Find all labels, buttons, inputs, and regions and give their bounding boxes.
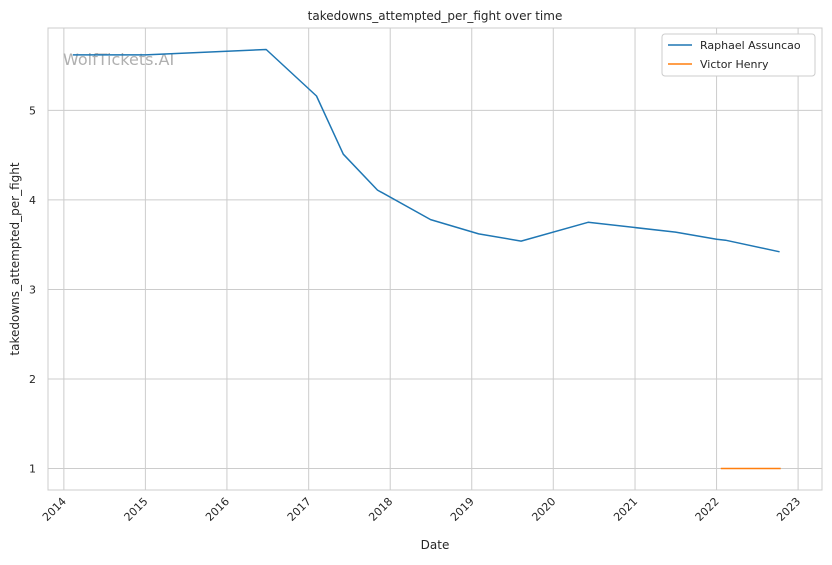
- y-axis-ticks: 1 2 3 4 5: [29, 104, 36, 475]
- series-layer: [72, 48, 781, 470]
- y-tick-label: 2: [29, 373, 36, 386]
- series-line-raphael-assuncao: [72, 48, 780, 253]
- legend: Raphael Assuncao Victor Henry: [661, 33, 816, 77]
- y-tick-label: 5: [29, 104, 36, 117]
- chart-title: takedowns_attempted_per_fight over time: [308, 9, 563, 23]
- x-axis-label: Date: [421, 538, 450, 552]
- legend-label-raphael-assuncao: Raphael Assuncao: [700, 39, 801, 52]
- watermark: WolfTickets.AI: [63, 50, 174, 69]
- y-tick-label: 3: [29, 283, 36, 296]
- plot-frame: [47, 27, 823, 491]
- y-tick-label: 4: [29, 194, 36, 207]
- legend-label-victor-henry: Victor Henry: [700, 58, 769, 71]
- gridlines: [48, 28, 822, 490]
- legend-box: [661, 33, 816, 77]
- y-tick-label: 1: [29, 463, 36, 476]
- y-axis-label: takedowns_attempted_per_fight: [8, 162, 22, 355]
